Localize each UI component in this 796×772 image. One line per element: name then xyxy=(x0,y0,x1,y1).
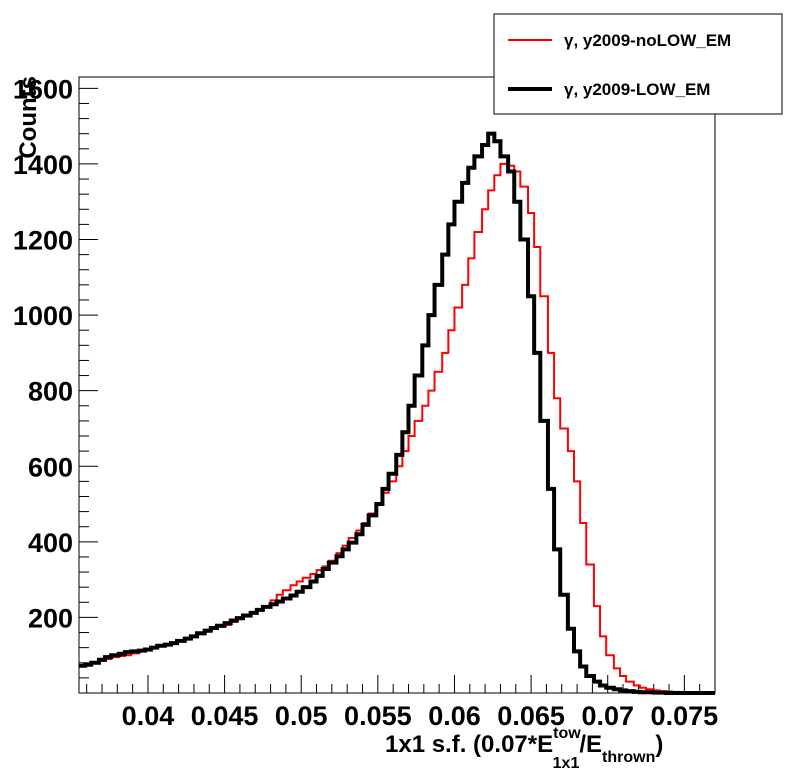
series-group xyxy=(79,134,715,693)
series-line-nolowem xyxy=(79,164,715,693)
x-tick-label: 0.04 xyxy=(122,701,175,731)
legend-label-lowem: γ, y2009-LOW_EM xyxy=(564,80,710,99)
tick-labels: 0.040.0450.050.0550.060.0650.070.0752004… xyxy=(13,74,718,731)
legend: γ, y2009-noLOW_EM γ, y2009-LOW_EM xyxy=(494,14,782,114)
legend-box xyxy=(494,14,782,114)
x-tick-label: 0.055 xyxy=(344,701,412,731)
y-axis-title: Counts xyxy=(15,76,42,159)
x-axis-title-mid: /E xyxy=(579,731,602,758)
series-line-lowem xyxy=(79,134,715,693)
x-tick-label: 0.05 xyxy=(275,701,328,731)
axis-ticks xyxy=(79,88,700,693)
y-tick-label: 600 xyxy=(28,452,73,482)
x-tick-label: 0.045 xyxy=(191,701,259,731)
y-tick-label: 1000 xyxy=(13,301,73,331)
legend-label-nolowem: γ, y2009-noLOW_EM xyxy=(564,31,731,50)
y-tick-label: 200 xyxy=(28,603,73,633)
x-tick-label: 0.06 xyxy=(428,701,481,731)
x-axis-title-sub2: thrown xyxy=(602,749,655,766)
x-axis-title-end: ) xyxy=(655,731,663,758)
x-axis-title: 1x1 s.f. (0.07*Etow 1x1/Ethrown) xyxy=(385,725,663,772)
y-tick-label: 1200 xyxy=(13,226,73,256)
x-tick-label: 0.075 xyxy=(651,701,719,731)
x-axis-title-sup: tow xyxy=(553,725,581,742)
plot-frame xyxy=(79,77,715,693)
y-tick-label: 400 xyxy=(28,528,73,558)
x-axis-title-main: 1x1 s.f. (0.07*E xyxy=(385,731,553,758)
x-tick-label: 0.07 xyxy=(581,701,634,731)
y-tick-label: 800 xyxy=(28,377,73,407)
x-axis-title-sub: 1x1 xyxy=(553,755,580,772)
